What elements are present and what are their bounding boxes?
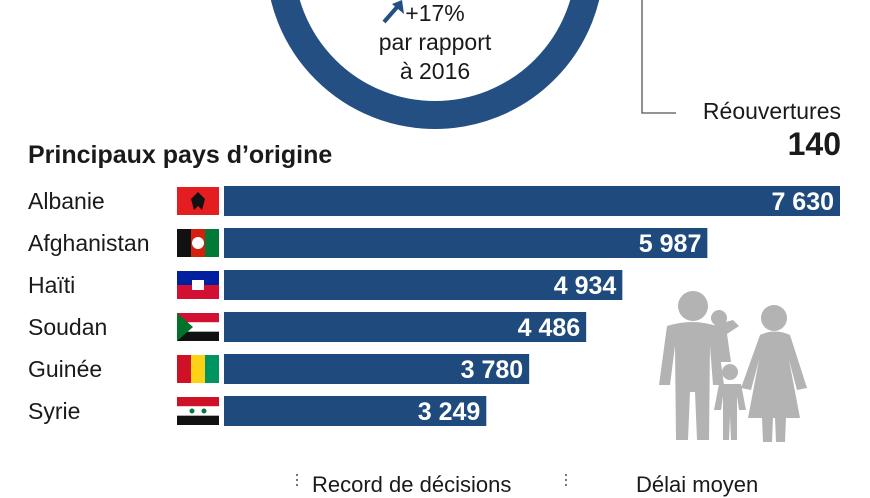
bottom-right-heading: Délai moyen [636,472,759,497]
bar-value-label: 3 249 [418,398,481,426]
flag-guinea-icon [177,355,219,383]
flag-albania-icon [177,187,219,215]
reouvertures-label: Réouvertures [702,98,841,124]
bar-value-label: 4 934 [554,272,617,300]
bar-0 [224,186,840,216]
category-label: Albanie [28,188,105,214]
bar-value-label: 5 987 [639,230,702,258]
leader-line [641,0,676,114]
category-label: Haïti [28,272,76,298]
bar-chart: 7 630 5 987 4 934 4 486 3 780 3 249 [224,186,840,426]
bar-value-label: 7 630 [771,188,834,216]
flag-syria-icon [177,397,219,425]
bar-3 [224,312,587,342]
bar-value-label: 3 780 [461,356,524,384]
bar-2 [224,270,623,300]
flags-column [177,187,219,425]
category-label: Guinée [28,356,103,382]
bar-1 [224,228,708,258]
category-label: Soudan [28,314,108,340]
ring-line1: par rapport [378,29,492,55]
bottom-left-heading: Record de décisions [312,472,512,497]
family-icon [659,291,807,442]
ring-line2: à 2016 [399,58,471,84]
bar-value-label: 4 486 [518,314,581,342]
ring-change: +17% [405,0,465,26]
flag-haiti-icon [177,271,219,299]
category-label: Afghanistan [28,230,150,256]
donut-ring [270,0,600,129]
section-title: Principaux pays d’origine [28,141,333,169]
flag-sudan-icon [177,313,219,341]
flag-afghanistan-icon [177,229,219,257]
reouvertures-value: 140 [787,126,841,162]
up-arrow-icon [382,0,404,24]
bar-4 [224,354,530,384]
bar-5 [224,396,487,426]
category-label: Syrie [28,398,81,424]
